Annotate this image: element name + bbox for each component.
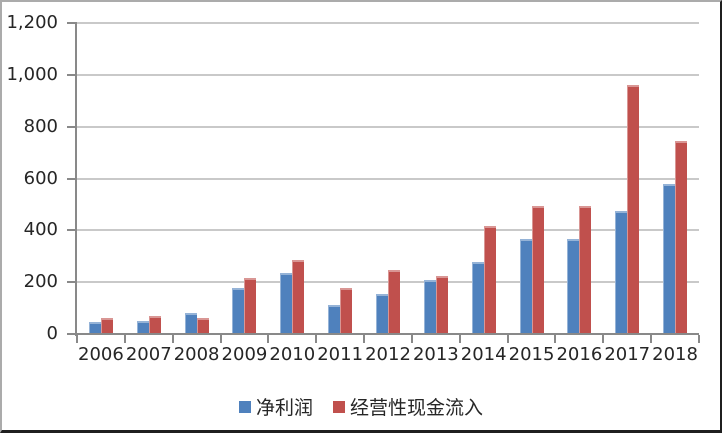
bar-operating-cash-inflow-2018 <box>675 141 688 334</box>
x-axis-label: 2011 <box>317 344 364 365</box>
x-axis-label: 2014 <box>460 344 507 365</box>
x-axis-tick <box>650 335 653 343</box>
y-axis-label: 800 <box>23 115 58 137</box>
x-axis-label: 2010 <box>269 344 316 365</box>
x-axis-tick <box>123 335 126 343</box>
x-axis-tick <box>76 335 78 343</box>
legend-item-net-profit: 净利润 <box>238 393 313 420</box>
bar-net-profit-2009 <box>232 288 245 334</box>
x-axis-label: 2017 <box>604 344 651 365</box>
x-axis-label: 2018 <box>652 344 698 365</box>
x-axis-tick <box>410 335 413 343</box>
y-axis-tick <box>67 177 75 180</box>
x-axis-label: 2009 <box>221 344 268 365</box>
gridline <box>77 73 699 76</box>
y-axis-label: 1,000 <box>6 63 58 85</box>
x-axis-label: 2016 <box>556 344 603 365</box>
bar-net-profit-2010 <box>280 273 293 334</box>
x-axis-label: 2012 <box>365 344 411 365</box>
bar-operating-cash-inflow-2007 <box>148 316 161 334</box>
x-axis-line <box>75 333 699 335</box>
bar-net-profit-2012 <box>376 294 388 334</box>
x-axis-tick <box>602 335 605 343</box>
x-axis-tick <box>458 335 461 343</box>
bar-operating-cash-inflow-2008 <box>196 318 209 334</box>
y-axis-tick <box>67 125 75 128</box>
x-axis-label: 2013 <box>412 344 459 365</box>
legend: 净利润 经营性现金流入 <box>2 393 720 420</box>
x-axis-label: 2007 <box>125 344 172 365</box>
y-axis-label: 600 <box>23 167 58 189</box>
gridline <box>77 22 699 24</box>
bar-operating-cash-inflow-2006 <box>100 318 113 334</box>
x-axis-tick <box>267 335 270 343</box>
bar-net-profit-2015 <box>519 239 532 334</box>
legend-label-operating-cash-inflow: 经营性现金流入 <box>350 397 484 419</box>
y-axis-label: 200 <box>23 271 58 293</box>
x-axis-tick <box>171 335 174 343</box>
bar-operating-cash-inflow-2015 <box>531 206 544 334</box>
x-axis-label: 2006 <box>78 344 124 365</box>
bar-operating-cash-inflow-2017 <box>627 85 640 334</box>
x-axis-tick <box>363 335 366 343</box>
bar-operating-cash-inflow-2009 <box>244 278 257 334</box>
gridline <box>77 229 699 232</box>
y-axis-tick <box>67 281 75 284</box>
x-axis-tick <box>315 335 318 343</box>
bar-net-profit-2018 <box>663 184 676 334</box>
x-axis-tick <box>506 335 509 343</box>
legend-swatch-operating-cash-inflow <box>333 400 345 413</box>
bar-net-profit-2008 <box>184 313 197 334</box>
gridline <box>77 177 699 180</box>
bar-net-profit-2016 <box>567 239 580 334</box>
x-axis-tick <box>698 335 700 343</box>
legend-label-net-profit: 净利润 <box>255 397 313 419</box>
y-axis-tick <box>67 22 75 24</box>
bar-operating-cash-inflow-2010 <box>292 260 305 334</box>
bar-operating-cash-inflow-2016 <box>579 206 592 334</box>
y-axis-label: 400 <box>23 219 58 241</box>
y-axis-line <box>75 22 77 336</box>
bar-operating-cash-inflow-2014 <box>483 226 496 334</box>
bar-net-profit-2014 <box>471 262 484 334</box>
legend-swatch-net-profit <box>238 400 251 413</box>
y-axis-tick <box>67 229 75 232</box>
bar-net-profit-2011 <box>328 305 341 334</box>
y-axis-label: 0 <box>46 323 58 344</box>
y-axis-label: 1,200 <box>6 12 58 33</box>
bar-operating-cash-inflow-2011 <box>340 288 353 334</box>
bar-operating-cash-inflow-2012 <box>388 270 400 334</box>
bar-net-profit-2013 <box>423 280 436 334</box>
bar-operating-cash-inflow-2013 <box>435 276 448 334</box>
x-axis-label: 2008 <box>173 344 220 365</box>
legend-item-operating-cash-inflow: 经营性现金流入 <box>333 393 483 420</box>
x-axis-label: 2015 <box>508 344 555 365</box>
x-axis-tick <box>554 335 557 343</box>
bar-net-profit-2007 <box>136 321 149 334</box>
x-axis-tick <box>219 335 222 343</box>
bar-net-profit-2006 <box>88 322 101 334</box>
y-axis-tick <box>67 73 75 76</box>
y-axis-tick <box>67 333 75 335</box>
gridline <box>77 125 699 128</box>
bar-net-profit-2017 <box>615 211 628 334</box>
